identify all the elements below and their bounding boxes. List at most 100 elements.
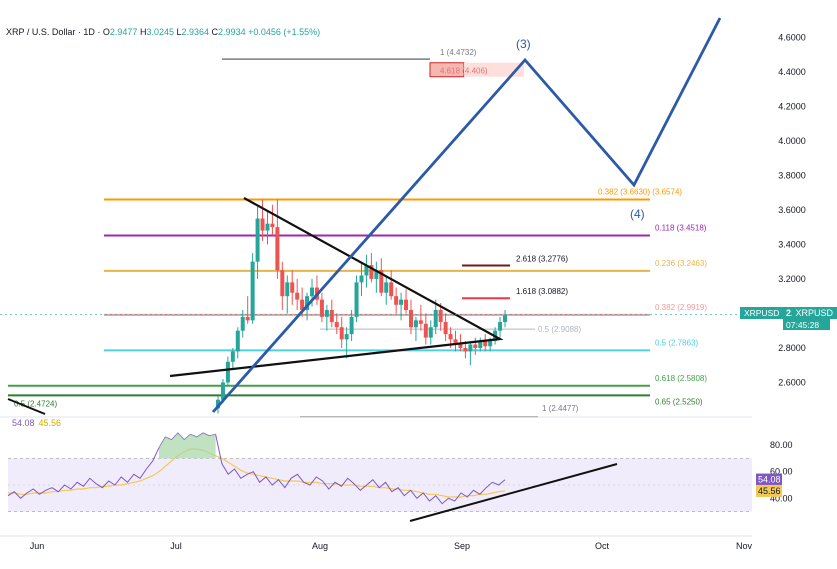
candle: [349, 316, 354, 335]
y-tick-label: 2.8000: [778, 343, 806, 353]
rsi-y-tick-label: 40.00: [770, 493, 793, 503]
y-tick-label: 4.0000: [778, 136, 806, 146]
candle: [260, 218, 265, 231]
y-tick-label: 4.4000: [778, 67, 806, 77]
candle: [235, 330, 240, 352]
candle: [389, 282, 394, 297]
change-value: +0.0456 (+1.55%): [248, 27, 321, 37]
candle: [300, 299, 305, 310]
fib-label: 0.236 (3.2463): [655, 259, 707, 268]
y-tick-label: 3.4000: [778, 239, 806, 249]
x-tick-label: Oct: [595, 541, 610, 551]
candle: [240, 316, 245, 331]
candle: [359, 275, 364, 283]
candle: [369, 265, 374, 279]
candle: [408, 309, 413, 328]
candle: [364, 265, 369, 276]
price-tag-symbol: XRPUSD: [744, 308, 779, 318]
candle: [329, 309, 334, 323]
rsi-ma-tag-label: 45.56: [758, 486, 781, 496]
wave-label: (3): [516, 37, 531, 51]
tag-symbol: XRPUSD: [795, 308, 833, 318]
fib-label: 0.382 (3.6630) (3.6574): [598, 188, 682, 197]
candle: [503, 315, 507, 323]
fib-label: 1 (2.4477): [542, 404, 579, 413]
chart-header: XRP / U.S. Dollar · 1D · O2.9477 H3.0245…: [6, 27, 320, 37]
candle: [319, 299, 324, 317]
candle: [324, 309, 329, 317]
candle: [285, 282, 290, 297]
candle: [458, 342, 463, 348]
low-value: 2.9364: [181, 27, 210, 37]
candle: [428, 327, 433, 338]
triangle-pattern: [169, 197, 504, 378]
candle: [384, 282, 389, 293]
candle: [443, 322, 448, 335]
rsi-value-label: 54.08: [12, 418, 35, 428]
wave-label: (4): [630, 207, 645, 221]
candle: [305, 296, 310, 310]
candle: [478, 341, 483, 348]
candle: [270, 223, 275, 228]
target-box-band: [464, 62, 524, 77]
candle: [404, 299, 409, 310]
close-label: C: [211, 27, 219, 37]
y-tick-label: 3.8000: [778, 170, 806, 180]
target-label: 1.618 (3.0882): [516, 287, 568, 296]
fib-label: 0.5 (2.9088): [538, 325, 581, 334]
candle: [453, 339, 458, 343]
candle: [344, 334, 349, 340]
elliott-wave-path: [211, 17, 722, 413]
candle: [483, 341, 488, 347]
candle: [265, 223, 270, 231]
candle: [463, 347, 468, 352]
fib-label: 0.5 (2.7863): [655, 338, 698, 347]
candle: [394, 296, 399, 305]
y-tick-label: 3.2000: [778, 274, 806, 284]
open-label: O: [102, 27, 110, 37]
fib-label: 0.65 (2.5250): [655, 397, 703, 406]
symbol-price-tag: XRPUSD: [792, 307, 837, 319]
candle: [245, 316, 250, 321]
x-tick-label: Sep: [454, 541, 470, 551]
rsi-trend-line: [409, 463, 618, 522]
fib-label: 0.618 (2.5808): [655, 374, 707, 383]
rsi-y-tick-label: 80.00: [770, 440, 793, 450]
rsi-header: 54.08 45.56: [12, 418, 61, 428]
open-value: 2.9477: [109, 27, 138, 37]
candle: [250, 261, 255, 321]
rsi-ma-tag: [756, 484, 782, 497]
candle: [433, 309, 438, 328]
candle: [379, 270, 384, 293]
fib-label: 0.382 (2.9919): [655, 303, 707, 312]
candle: [438, 309, 443, 323]
high-label: H: [139, 27, 147, 37]
high-value: 3.0245: [146, 27, 174, 37]
candle: [280, 270, 285, 297]
rsi-overbought-fill: [159, 433, 216, 459]
rsi-value-tag: [756, 473, 782, 486]
close-value: 2.9934: [218, 27, 246, 37]
candle: [468, 344, 473, 352]
y-tick-label: 4.2000: [778, 101, 806, 111]
fib-label: 1 (4.4732): [440, 48, 477, 57]
candle: [290, 282, 295, 293]
rsi-y-tick-label: 60.00: [770, 467, 793, 477]
x-tick-label: Jun: [30, 541, 45, 551]
x-tick-label: Jul: [170, 541, 182, 551]
candle: [413, 320, 418, 328]
fib-label: 4.618 (4.406): [440, 67, 488, 76]
y-tick-label: 3.6000: [778, 205, 806, 215]
candle: [423, 323, 428, 338]
rsi-line: [7, 432, 506, 505]
target-label: 2.618 (3.2776): [516, 255, 568, 264]
low-label: L: [176, 27, 182, 37]
candle: [339, 327, 344, 340]
x-tick-label: Aug: [312, 541, 328, 551]
candle: [275, 227, 280, 271]
x-tick-label: Nov: [736, 541, 753, 551]
candle: [488, 341, 493, 347]
fib-label: 0.118 (3.4518): [655, 223, 707, 232]
rsi-value-tag-label: 54.08: [758, 475, 781, 485]
